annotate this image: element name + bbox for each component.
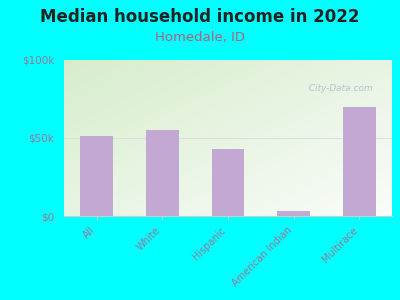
Bar [80, 136, 113, 216]
Bar [277, 211, 310, 216]
Bar [212, 149, 244, 216]
Text: Homedale, ID: Homedale, ID [155, 32, 245, 44]
Bar [343, 107, 376, 216]
Text: City-Data.com: City-Data.com [304, 84, 373, 93]
Text: Median household income in 2022: Median household income in 2022 [40, 8, 360, 26]
Bar [146, 130, 179, 216]
